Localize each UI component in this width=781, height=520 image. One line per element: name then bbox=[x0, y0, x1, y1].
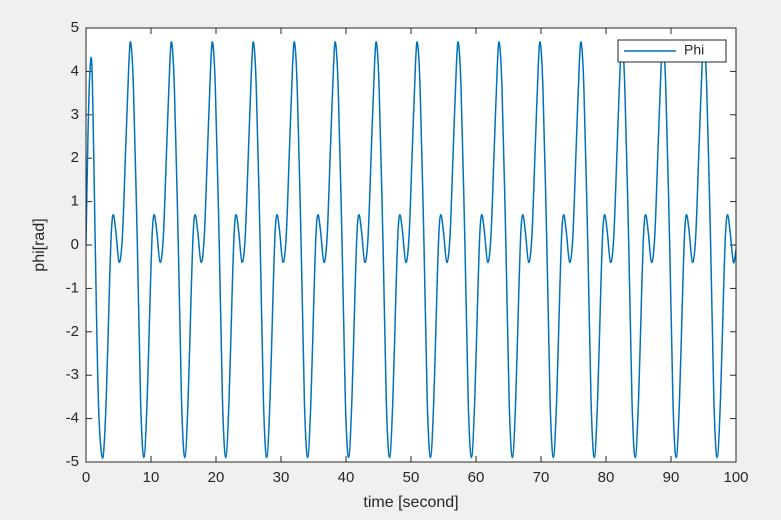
y-tick-label: 3 bbox=[71, 106, 79, 123]
x-tick-label: 0 bbox=[82, 469, 90, 486]
x-tick-label: 10 bbox=[143, 469, 160, 486]
x-tick-label: 30 bbox=[273, 469, 290, 486]
x-axis-label: time [second] bbox=[363, 494, 458, 511]
y-tick-label: 1 bbox=[71, 193, 79, 210]
y-tick-label: -1 bbox=[66, 279, 79, 296]
x-tick-label: 100 bbox=[723, 469, 748, 486]
y-tick-label: 0 bbox=[71, 236, 79, 253]
y-axis-label: phi[rad] bbox=[31, 218, 48, 271]
x-tick-label: 50 bbox=[403, 469, 420, 486]
y-tick-label: -4 bbox=[66, 410, 79, 427]
plot-area bbox=[86, 28, 736, 462]
y-tick-label: 4 bbox=[71, 62, 79, 79]
axes-box bbox=[85, 27, 737, 463]
y-tick-label: -5 bbox=[66, 453, 79, 470]
y-tick-label: 5 bbox=[71, 19, 79, 36]
series-line bbox=[86, 41, 736, 459]
x-tick-label: 60 bbox=[468, 469, 485, 486]
x-tick-label: 90 bbox=[663, 469, 680, 486]
y-tick-label: 2 bbox=[71, 149, 79, 166]
y-tick-label: -3 bbox=[66, 366, 79, 383]
x-tick-label: 80 bbox=[598, 469, 615, 486]
x-tick-label: 20 bbox=[208, 469, 225, 486]
x-tick-label: 70 bbox=[533, 469, 550, 486]
y-tick-label: -2 bbox=[66, 323, 79, 340]
x-tick-label: 40 bbox=[338, 469, 355, 486]
legend-label: Phi bbox=[684, 42, 704, 58]
